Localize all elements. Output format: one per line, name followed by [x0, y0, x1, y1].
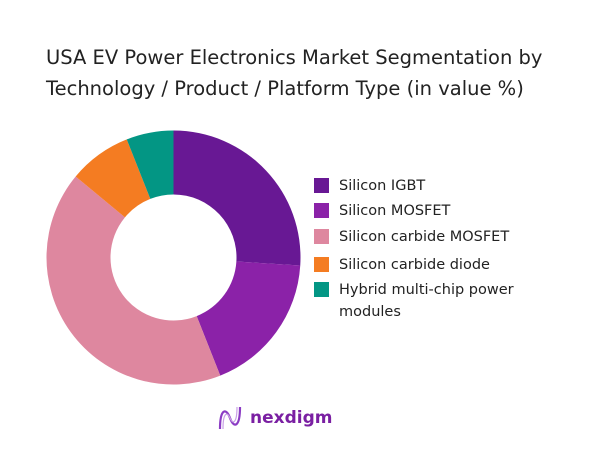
slice-silicon-mosfet [196, 261, 301, 376]
nexdigm-logo-icon [218, 406, 242, 430]
legend-item: Hybrid multi-chip power modules [314, 279, 549, 323]
nexdigm-logo: nexdigm [218, 405, 332, 431]
legend-label: Silicon carbide MOSFET [339, 229, 510, 245]
slice-silicon-igbt [173, 130, 301, 266]
chart-title: USA EV Power Electronics Market Segmenta… [46, 46, 543, 100]
legend-swatch [314, 203, 329, 218]
legend-label: Silicon IGBT [339, 178, 426, 194]
legend-item: Silicon carbide diode [314, 254, 490, 276]
legend-item: Silicon carbide MOSFET [314, 226, 509, 248]
legend-swatch [314, 257, 329, 272]
legend-item: Silicon IGBT [314, 175, 425, 197]
slice-silicon-carbide-diode [75, 139, 151, 218]
legend-label: Hybrid multi-chip power modules [339, 282, 514, 320]
legend-label: Silicon carbide diode [339, 257, 490, 273]
legend-label: Silicon MOSFET [339, 203, 451, 219]
logo-text: nexdigm [250, 408, 333, 428]
slice-silicon-carbide-mosfet [46, 176, 221, 385]
legend-swatch [314, 229, 329, 244]
legend-swatch [314, 282, 329, 297]
legend-swatch [314, 178, 329, 193]
slice-hybrid-multi-chip-power-modules [126, 130, 174, 199]
legend-item: Silicon MOSFET [314, 200, 450, 222]
